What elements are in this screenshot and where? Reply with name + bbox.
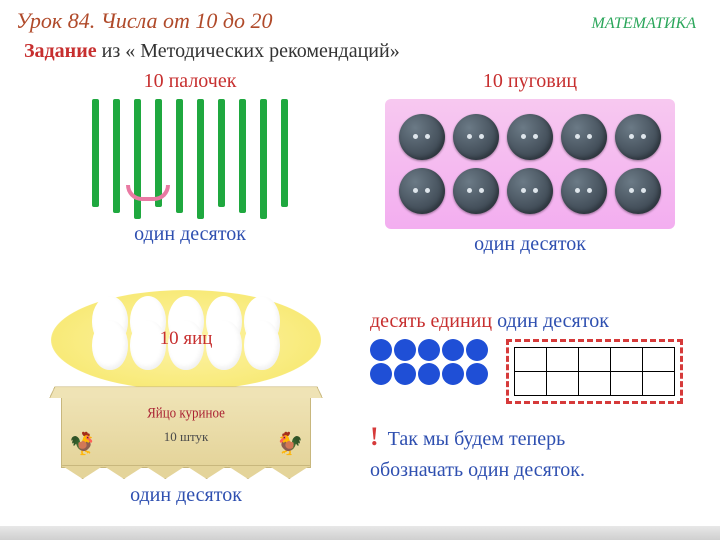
exclamation-icon: !	[370, 422, 379, 451]
dot-icon	[442, 339, 464, 361]
grid-cell	[611, 372, 643, 396]
eggs-caption: один десяток	[36, 484, 336, 507]
note-text-1: Так мы будем теперь	[383, 428, 566, 450]
carton-bump	[268, 465, 311, 479]
grid-frame	[506, 339, 683, 404]
button-icon	[507, 168, 553, 214]
carton-text-product: Яйцо куриное	[62, 404, 310, 422]
carton-bump	[226, 465, 269, 479]
button-icon	[399, 114, 445, 160]
buttons-caption: один десяток	[380, 233, 680, 256]
units-right: один десяток	[497, 310, 609, 332]
button-icon	[453, 168, 499, 214]
buttons-section: 10 пуговиц один десяток	[380, 70, 680, 256]
tie-icon	[126, 185, 170, 201]
grid-table	[514, 347, 675, 396]
grid-cell	[643, 372, 675, 396]
carton-lid	[49, 386, 322, 397]
lesson-title: Урок 84. Числа от 10 до 20	[16, 8, 273, 34]
dot-row	[370, 339, 488, 361]
dot-row	[370, 363, 488, 385]
button-icon	[561, 168, 607, 214]
task-line: Задание из « Методических рекомендаций»	[0, 34, 720, 63]
carton-bump	[185, 465, 228, 479]
dot-icon	[466, 363, 488, 385]
button-row	[385, 114, 675, 160]
carton-bump	[102, 465, 145, 479]
sticks-label: 10 палочек	[60, 70, 320, 93]
carton-bump	[144, 465, 187, 479]
grid-cell	[515, 372, 547, 396]
units-left: десять единиц	[370, 310, 497, 332]
dot-icon	[442, 363, 464, 385]
dot-icon	[418, 363, 440, 385]
dot-icon	[370, 363, 392, 385]
eggs-section: 10 яиц Яйцо куриное 10 штук 🐓 🐓 один дес…	[36, 290, 336, 507]
sticks-caption: один десяток	[60, 223, 320, 246]
grid-cell	[611, 348, 643, 372]
eggs-label: 10 яиц	[51, 328, 321, 350]
task-rest: из « Методических рекомендаций»	[97, 40, 400, 62]
grid-cell	[579, 348, 611, 372]
stick	[281, 99, 288, 207]
stick	[239, 99, 246, 213]
grid-cell	[579, 372, 611, 396]
carton-bump	[61, 465, 104, 479]
grid-cell	[547, 372, 579, 396]
dot-icon	[466, 339, 488, 361]
stick	[92, 99, 99, 207]
dot-icon	[418, 339, 440, 361]
chicken-icon: 🐓	[276, 431, 304, 461]
dot-icon	[394, 363, 416, 385]
button-icon	[615, 114, 661, 160]
stick	[134, 99, 141, 219]
stick	[218, 99, 225, 207]
grid-cell	[547, 348, 579, 372]
sticks-section: 10 палочек один десяток	[60, 70, 320, 246]
stick	[113, 99, 120, 213]
carton-bumps	[62, 465, 310, 479]
chicken-icon: 🐓	[68, 431, 96, 461]
buttons-label: 10 пуговиц	[380, 70, 680, 93]
button-row	[385, 168, 675, 214]
carton-text-qty: 10 штук	[62, 429, 310, 445]
dot-icon	[394, 339, 416, 361]
units-line: десять единиц один десяток	[370, 310, 700, 333]
note-line: ! Так мы будем теперь обозначать один де…	[370, 418, 700, 485]
dots-group	[370, 339, 488, 385]
button-icon	[561, 114, 607, 160]
stick	[260, 99, 267, 219]
button-icon	[453, 114, 499, 160]
egg-carton: Яйцо куриное 10 штук 🐓 🐓	[61, 394, 311, 468]
grid-cell	[643, 348, 675, 372]
buttons-card	[385, 99, 675, 229]
button-icon	[399, 168, 445, 214]
stick	[197, 99, 204, 219]
dot-icon	[370, 339, 392, 361]
footer-bar	[0, 526, 720, 540]
grid-cell	[515, 348, 547, 372]
note-text-2: обозначать один десяток.	[370, 459, 585, 481]
button-icon	[615, 168, 661, 214]
right-section: десять единиц один десяток ! Так мы буде…	[370, 310, 700, 485]
stick	[176, 99, 183, 213]
subject-label: МАТЕМАТИКА	[591, 15, 696, 33]
sticks-row	[60, 99, 320, 219]
egg-tray: 10 яиц	[51, 290, 321, 390]
button-icon	[507, 114, 553, 160]
task-word: Задание	[24, 40, 97, 62]
